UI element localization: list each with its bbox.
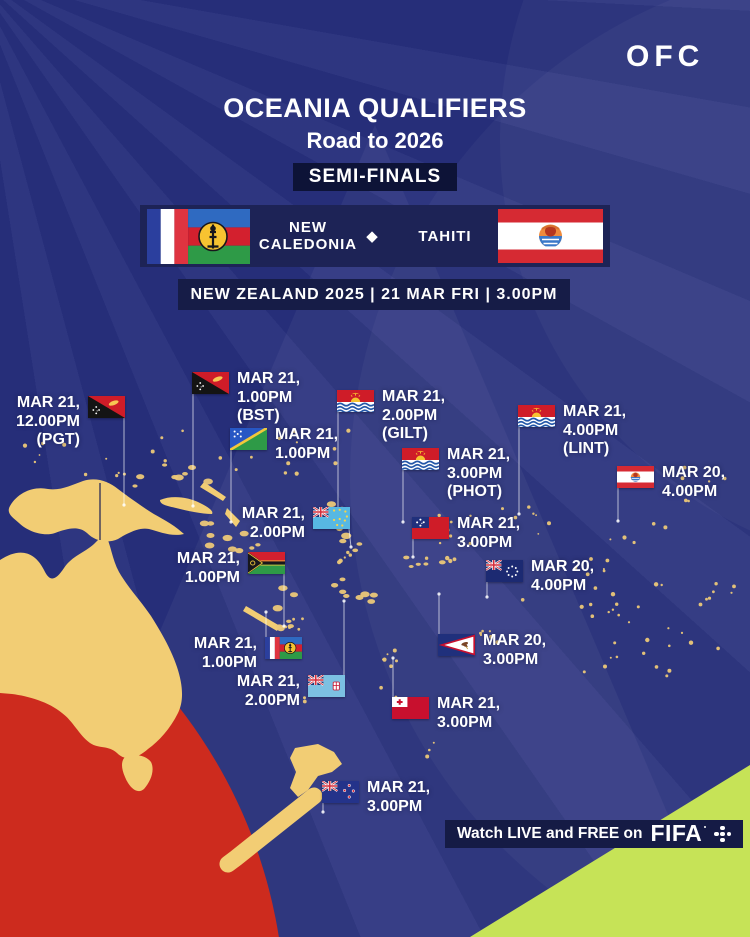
landmasses — [0, 479, 342, 873]
tonga-flag — [392, 697, 429, 724]
kickoff-label-tonga: MAR 21, 3.00PM — [437, 695, 501, 731]
tahiti-header-flag — [498, 209, 603, 268]
matchup-bar: NEW CALEDONIA ◆ TAHITI — [140, 205, 610, 267]
kickoff-label-png-pgt: MAR 21, 12.00PM (PGT) — [15, 394, 80, 448]
kickoff-label-kiribati-phot: MAR 21, 3.00PM (PHOT) — [447, 446, 511, 500]
australia — [0, 533, 183, 759]
fifa-trademark-dot — [704, 826, 707, 828]
nz-north-island — [290, 744, 342, 797]
new-caledonia-island — [243, 606, 280, 631]
venue-date-badge: NEW ZEALAND 2025 | 21 MAR FRI | 3.00PM — [178, 279, 570, 310]
kickoff-label-new-caledonia: MAR 21, 1.00PM — [193, 635, 257, 671]
new-caledonia-flag — [265, 637, 302, 664]
samoa-flag — [412, 517, 449, 544]
papua-new-guinea-flag — [192, 372, 229, 399]
flag-poles — [122, 394, 620, 814]
kickoff-label-tuvalu: MAR 21, 2.00PM — [241, 505, 305, 541]
fiji-flag — [307, 674, 345, 702]
french-polynesia-flag — [617, 466, 654, 493]
fifa-plus-logo: FIFA — [650, 819, 703, 846]
home-team-name: NEW CALEDONIA — [258, 219, 358, 253]
page-subtitle: Road to 2026 — [306, 128, 444, 153]
new-britain — [160, 497, 213, 514]
stage-badge-row: SEMI-FINALS — [0, 163, 750, 191]
page-title: OCEANIA QUALIFIERS — [223, 93, 527, 123]
plus-dots-icon — [714, 825, 732, 843]
kickoff-label-kiribati-gilt: MAR 21, 2.00PM (GILT) — [382, 388, 446, 442]
tasmania — [122, 754, 153, 792]
kickoff-label-samoa: MAR 21, 3.00PM — [457, 515, 521, 551]
ofc-logo: OFC — [626, 40, 705, 73]
solomon-islands-flag — [229, 426, 268, 455]
new-zealand-flag — [321, 780, 359, 808]
cook-islands-flag — [485, 559, 523, 587]
kickoff-label-french-polynesia: MAR 20, 4.00PM — [662, 464, 726, 500]
vanuatu-flag — [247, 552, 285, 579]
kickoff-label-new-zealand: MAR 21, 3.00PM — [367, 779, 431, 815]
kickoff-label-vanuatu: MAR 21, 1.00PM — [176, 550, 240, 586]
kickoff-label-solomon-islands: MAR 21, 1.00PM — [275, 426, 339, 462]
papua-new-guinea-flag — [88, 396, 125, 423]
stage-badge: SEMI-FINALS — [292, 163, 458, 191]
green-corner-triangle — [470, 765, 750, 937]
bougainville — [225, 508, 240, 527]
light-beam — [30, 125, 720, 937]
nz-south-island — [219, 787, 323, 873]
tuvalu-flag — [312, 506, 350, 534]
new-ireland — [200, 482, 226, 501]
new-guinea — [8, 479, 184, 542]
new-caledonia-header-flag — [147, 209, 250, 269]
watch-live-text: Watch LIVE and FREE on — [457, 825, 643, 842]
kiribati-flag — [401, 448, 440, 475]
kickoff-label-cook-islands: MAR 20, 4.00PM — [531, 558, 595, 594]
kickoff-label-kiribati-lint: MAR 21, 4.00PM (LINT) — [563, 403, 627, 457]
kiribati-flag — [336, 390, 375, 417]
kickoff-label-american-samoa: MAR 20, 3.00PM — [483, 632, 547, 668]
kickoff-label-png-bst: MAR 21, 1.00PM (BST) — [237, 370, 301, 424]
kiribati-flag — [517, 405, 556, 432]
american-samoa-flag — [438, 634, 475, 661]
diamond-separator-icon: ◆ — [366, 228, 378, 245]
kickoff-label-fiji: MAR 21, 2.00PM — [236, 673, 300, 709]
watch-live-bar: Watch LIVE and FREE on FIFA — [445, 819, 744, 848]
away-team-name: TAHITI — [418, 227, 472, 245]
